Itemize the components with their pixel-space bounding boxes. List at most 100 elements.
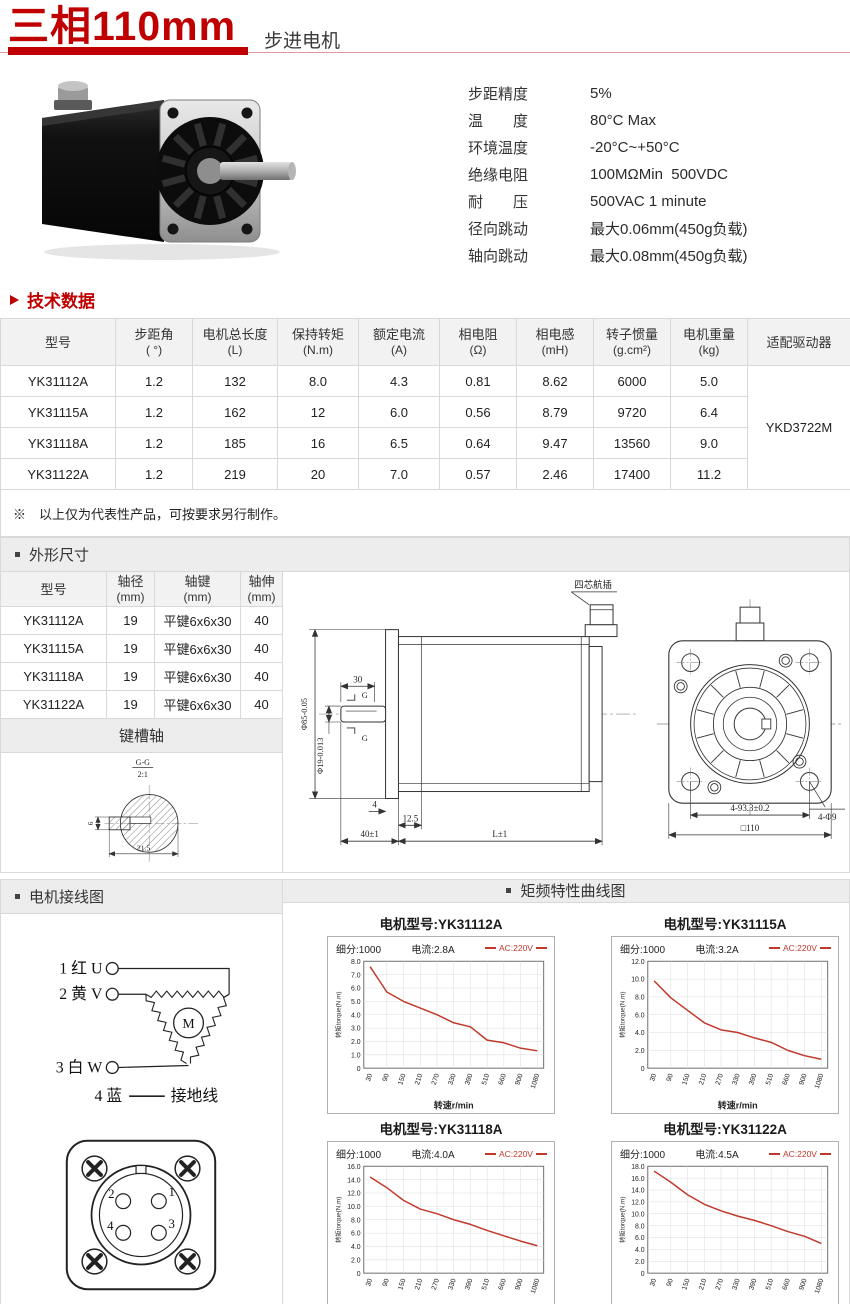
table-cell: 8.0	[277, 365, 359, 397]
legend-label: AC:220V	[782, 943, 817, 954]
table-row: YK31112A 19 平键6x6x30 40	[0, 606, 283, 635]
svg-text:转速r/min: 转速r/min	[718, 1099, 758, 1110]
section-bullet-icon	[15, 552, 20, 557]
shaft-dia-dim: Φ19-0.013	[315, 738, 325, 774]
svg-text:510: 510	[765, 1278, 775, 1291]
chart-current: 电流:4.0A	[411, 1150, 455, 1162]
section-arrow-icon	[10, 294, 19, 305]
table-cell: YK31118A	[0, 662, 107, 691]
spec-value: 100MΩMin 500VDC	[590, 166, 728, 183]
note-row: ※ 以上仅为代表性产品，可按要求另行制作。	[0, 489, 850, 537]
chart-subdivision: 细分:1000	[336, 1150, 382, 1162]
table-cell: 4.3	[358, 365, 440, 397]
page-header: 三相110mm 步进电机	[0, 0, 850, 64]
spec-list: 步距精度 5% 温 度 80°C Max 环境温度 -20°C~+50°C 绝缘电阻 100M…	[468, 70, 840, 278]
spec-label: 径向跳动	[468, 221, 529, 238]
dimensions-panel: 外形尺寸 型号 轴径 (mm) 轴键 (mm) 轴伸 (mm) YK31112A 19 平键6x6…	[0, 537, 850, 873]
keyway-title: 键槽轴	[118, 728, 164, 745]
svg-text:5.0: 5.0	[351, 999, 361, 1006]
table-cell: 5.0	[670, 365, 748, 397]
table-cell: 0.64	[439, 427, 517, 459]
chart-title: 电机型号:YK31122A	[663, 1122, 787, 1138]
keyway-height-dim: 6	[87, 821, 95, 825]
chart-legend: AC:220V	[768, 943, 831, 954]
table-cell: 6.4	[670, 396, 748, 428]
table-cell: 40	[240, 662, 283, 691]
svg-text:8.0: 8.0	[351, 1218, 361, 1225]
svg-text:0: 0	[357, 1066, 361, 1073]
pin-4-label: 4	[107, 1219, 114, 1233]
keyway-section-svg: G-G 2:1 6	[87, 758, 199, 863]
svg-text:510: 510	[481, 1073, 491, 1086]
table-cell: 1.2	[115, 458, 193, 490]
svg-text:900: 900	[514, 1073, 524, 1086]
svg-text:210: 210	[698, 1073, 708, 1086]
chart-meta: 细分:1000 电流:4.5A AC:220V	[616, 1145, 834, 1161]
table-cell: 16	[277, 427, 359, 459]
product-photo-illustration	[42, 81, 296, 260]
svg-text:270: 270	[431, 1073, 441, 1086]
terminal-label-u: 1 红 U	[59, 959, 103, 977]
svg-text:转矩torque(N.m): 转矩torque(N.m)	[617, 991, 626, 1037]
svg-text:90: 90	[666, 1278, 675, 1288]
column-header: 型号	[0, 318, 116, 366]
legend-label: AC:220V	[498, 943, 533, 954]
spec-value: 5%	[590, 85, 612, 102]
ground-text: 接地线	[171, 1087, 219, 1105]
torque-chart-plot: 0 2.0 4.0 6.0 8.0 10.0 12.0 14.0 16.0 18.0 30 90 150…	[617, 1164, 829, 1295]
dimensions-right: 四芯航插 30 G G Φ85-0.05	[283, 572, 849, 872]
column-header: 电机重量 (kg)	[670, 318, 748, 366]
legend-line-icon	[535, 1152, 547, 1155]
table-note: ※ 以上仅为代表性产品，可按要求另行制作。	[0, 489, 850, 537]
svg-text:330: 330	[732, 1278, 742, 1291]
table-cell: YK31122A	[0, 458, 116, 490]
svg-text:10.0: 10.0	[347, 1204, 361, 1211]
svg-text:30: 30	[649, 1073, 658, 1083]
table-cell: 2.46	[516, 458, 594, 490]
body-length-dim: L±1	[492, 829, 507, 839]
chart-meta: 细分:1000 电流:4.0A AC:220V	[332, 1145, 550, 1161]
chart-box: 细分:1000 电流:2.8A AC:220V 0 1.0 2.0 3.0 4.0 5.0 6.0…	[327, 935, 555, 1115]
svg-text:6.0: 6.0	[635, 1236, 645, 1243]
chart-box: 细分:1000 电流:3.2A AC:220V 0 2.0 4.0 6.0 8.0 10.0 12…	[611, 935, 839, 1115]
svg-text:270: 270	[715, 1278, 725, 1291]
table-cell: 平键6x6x30	[154, 634, 241, 663]
svg-text:330: 330	[732, 1073, 742, 1086]
column-header: 相电阻 (Ω)	[439, 318, 517, 366]
svg-text:150: 150	[681, 1073, 691, 1086]
plug-label: 四芯航插	[574, 579, 612, 591]
spec-value: 最大0.08mm(450g负载)	[590, 248, 748, 265]
wiring-title: 电机接线图	[29, 889, 105, 906]
table-cell: 9.47	[516, 427, 594, 459]
torque-curves-panel: 矩频特性曲线图 电机型号:YK31112A 细分:1000 电流:2.8A AC:22…	[283, 880, 849, 1304]
tech-data-table: 型号 步距角( °) 电机总长度 (L) 保持转矩 (N.m) 额定电流 (A) 相电阻 (Ω) 相…	[0, 318, 850, 537]
table-cell: 6.0	[358, 396, 440, 428]
column-header: 额定电流 (A)	[358, 318, 440, 366]
chart-subdivision: 细分:1000	[336, 944, 382, 956]
legend-line-icon	[484, 947, 496, 950]
column-header: 保持转矩 (N.m)	[277, 318, 359, 366]
svg-text:8.0: 8.0	[635, 994, 645, 1001]
dimensions-body: 型号 轴径 (mm) 轴键 (mm) 轴伸 (mm) YK31112A 19 平键6x6x30 40…	[0, 571, 849, 872]
section-scale-label: 2:1	[137, 770, 147, 779]
table-cell: 19	[106, 606, 155, 635]
svg-text:1080: 1080	[814, 1073, 825, 1090]
table-cell: 平键6x6x30	[154, 606, 241, 635]
chart-title: 电机型号:YK31115A	[663, 916, 787, 932]
chart-subdivision: 细分:1000	[620, 1150, 666, 1162]
svg-text:1.0: 1.0	[351, 1052, 361, 1059]
wiring-diagram: 1 红 U 2 黄 V 3 白 W M 4 蓝 接地线	[1, 914, 282, 1121]
face-ribs	[696, 670, 804, 778]
table-row: YK31112A 1.2 132 8.0 4.3 0.81 8.62 6000 5.0 YKD37…	[0, 365, 850, 490]
table-cell: 19	[106, 662, 155, 691]
table-row: YK31118A 19 平键6x6x30 40	[0, 662, 283, 691]
keyway-width-dim: 21.5	[136, 843, 149, 852]
wiring-bar: 电机接线图	[1, 880, 282, 914]
table-row: YK31118A 1.2 185 16 6.5 0.64 9.47 13560 9.0	[0, 427, 850, 459]
svg-text:0: 0	[357, 1271, 361, 1278]
spec-value: 80°C Max	[590, 112, 657, 129]
svg-text:30: 30	[365, 1073, 374, 1083]
column-header: 步距角( °)	[115, 318, 193, 366]
svg-text:330: 330	[448, 1073, 458, 1086]
